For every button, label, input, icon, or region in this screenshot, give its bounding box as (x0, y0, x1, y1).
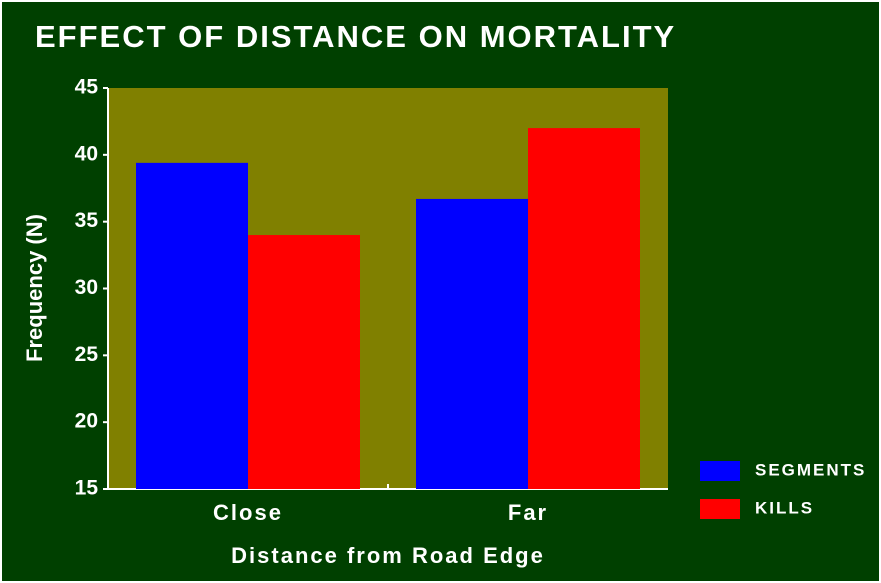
bar (528, 128, 640, 489)
y-axis-label: Frequency (N) (22, 214, 47, 362)
bar (248, 235, 360, 489)
legend-label: SEGMENTS (755, 460, 866, 479)
bar (416, 198, 528, 489)
y-tick-label: 40 (75, 142, 98, 165)
y-tick-label: 35 (75, 209, 99, 232)
y-tick-label: 20 (75, 410, 98, 433)
y-tick-label: 15 (75, 477, 99, 500)
y-tick-label: 25 (75, 343, 99, 366)
legend-swatch (700, 461, 740, 481)
chart-title: EFFECT OF DISTANCE ON MORTALITY (35, 19, 676, 54)
legend-swatch (700, 499, 740, 519)
y-tick-label: 30 (75, 276, 98, 299)
bar (136, 162, 248, 489)
legend-label: KILLS (755, 498, 814, 517)
x-tick-label: Close (213, 500, 283, 525)
y-tick-label: 45 (75, 76, 99, 99)
x-tick-label: Far (508, 500, 548, 525)
x-axis-label: Distance from Road Edge (231, 543, 545, 568)
